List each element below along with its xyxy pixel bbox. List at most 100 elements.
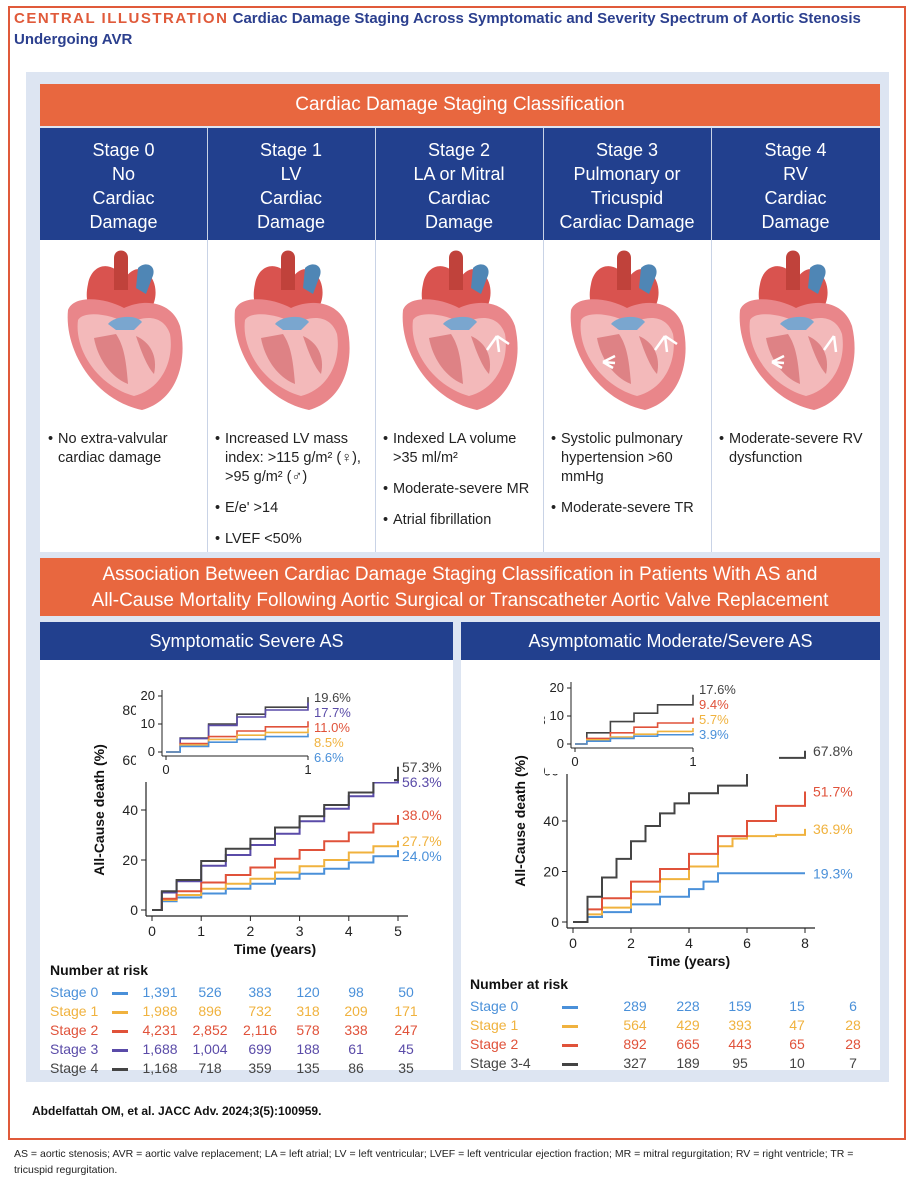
risk-cell: 228: [676, 998, 700, 1014]
inset-y-tick-label: 10: [550, 708, 564, 723]
series-line-stage-1: [573, 828, 806, 923]
inset-end-value-label: 6.6%: [314, 750, 344, 765]
risk-table-title: Number at risk: [50, 962, 149, 978]
stage-description-line: Tricuspid: [590, 188, 664, 208]
x-tick-label: 1: [197, 923, 205, 939]
inset-series-line: [575, 694, 694, 745]
series-line-stage-0: [573, 872, 805, 923]
stage-description-line: No: [111, 164, 135, 184]
stage-description-line: Cardiac: [92, 188, 155, 208]
series-line-stage-4: [152, 766, 399, 911]
risk-cell: 247: [394, 1022, 418, 1038]
symptomatic-chart-title: Symptomatic Severe AS: [40, 622, 453, 660]
risk-cell: 50: [398, 984, 414, 1000]
risk-cell: 443: [728, 1036, 752, 1052]
y-tick-label: 60: [122, 752, 138, 768]
inset-y-tick-label: 10: [141, 716, 155, 731]
inset-background: [545, 674, 779, 774]
stage-description-line: Damage: [256, 212, 326, 232]
risk-row-color-swatch: [112, 1011, 128, 1014]
stage-description-line: Pulmonary or: [573, 164, 681, 184]
risk-row-label: Stage 2: [470, 1036, 519, 1052]
stage-description-line: Cardiac Damage: [559, 212, 695, 232]
stage-2-body: Indexed LA volume >35 ml/m² Moderate-seve…: [375, 240, 543, 552]
risk-row-label: Stage 2: [50, 1022, 99, 1038]
stage-name: Stage 3: [595, 140, 659, 160]
risk-cell: 10: [789, 1055, 805, 1071]
stage-name: Stage 1: [259, 140, 323, 160]
inset-series-line: [575, 733, 694, 745]
risk-cell: 318: [296, 1003, 320, 1019]
x-tick-label: 0: [569, 935, 577, 951]
column-divider: [375, 128, 376, 552]
risk-cell: 188: [296, 1041, 320, 1057]
stage-name: Stage 2: [427, 140, 491, 160]
risk-cell: 665: [676, 1036, 700, 1052]
risk-row-color-swatch: [112, 1049, 128, 1052]
x-tick-label: 2: [627, 935, 635, 951]
risk-cell: 95: [732, 1055, 748, 1071]
risk-cell: 338: [344, 1022, 368, 1038]
end-value-label: 19.3%: [813, 865, 853, 881]
risk-cell: 28: [845, 1036, 861, 1052]
symptomatic-km-chart: 0 1 2 3 4 5 0 20 40 60 80 Time (years) All-Cause dea…: [91, 682, 442, 957]
stage-1-body: Increased LV mass index: >115 g/m² (♀), …: [207, 240, 375, 552]
end-value-label: 24.0%: [402, 848, 442, 864]
risk-row-label: Stage 1: [470, 1017, 519, 1033]
x-tick-label: 4: [685, 935, 693, 951]
end-value-label: 56.3%: [402, 774, 442, 790]
risk-cell: 1,168: [142, 1060, 178, 1076]
stage-description-line: Damage: [424, 212, 494, 232]
risk-cell: 732: [248, 1003, 272, 1019]
heart-illustration-icon: [67, 250, 183, 410]
risk-table-row: Stage 2 892 665 443 65 28: [470, 1036, 870, 1054]
y-axis-label: All-Cause death (%): [91, 744, 107, 875]
inset-y-tick-label: 0: [557, 736, 564, 751]
stage-criterion: Moderate-severe MR: [383, 480, 539, 499]
inset-x-tick-label: 0: [162, 762, 169, 777]
risk-cell: 2,852: [192, 1022, 228, 1038]
asymptomatic-chart-title: Asymptomatic Moderate/Severe AS: [461, 622, 880, 660]
central-illustration-label: CENTRAL ILLUSTRATION: [14, 10, 229, 27]
risk-cell: 47: [789, 1017, 805, 1033]
end-value-label: 38.0%: [402, 807, 442, 823]
inset-end-value-label: 17.7%: [314, 705, 351, 720]
stage-3-body: Systolic pulmonary hypertension >60 mmHg…: [543, 240, 711, 552]
risk-cell: 4,231: [142, 1022, 178, 1038]
end-value-label: 57.3%: [402, 759, 442, 775]
column-divider: [711, 128, 712, 552]
risk-cell: 578: [296, 1022, 320, 1038]
inset-y-tick-label: 20: [550, 680, 564, 695]
stage-1-header: Stage 1 LV Cardiac Damage: [207, 128, 375, 240]
inset-end-value-label: 9.4%: [699, 697, 729, 712]
risk-cell: 1,688: [142, 1041, 178, 1057]
risk-row-label: Stage 4: [50, 1060, 99, 1076]
risk-row-color-swatch: [562, 1006, 578, 1009]
risk-row-label: Stage 0: [470, 998, 519, 1014]
risk-cell: 65: [789, 1036, 805, 1052]
x-tick-label: 5: [394, 923, 402, 939]
association-title-line-2: All-Cause Mortality Following Aortic Sur…: [91, 590, 829, 611]
risk-cell: 429: [676, 1017, 700, 1033]
risk-cell: 327: [623, 1055, 647, 1071]
x-tick-label: 0: [148, 923, 156, 939]
asymptomatic-km-chart: 02468020406080Time (years)All-Cause deat…: [512, 674, 853, 969]
x-axis-label: Time (years): [234, 941, 316, 957]
risk-cell: 7: [849, 1055, 857, 1071]
stage-4-header: Stage 4 RV Cardiac Damage: [711, 128, 880, 240]
end-value-label: 27.7%: [402, 833, 442, 849]
classification-title: Cardiac Damage Staging Classification: [40, 84, 880, 126]
stage-criterion: Systolic pulmonary hypertension >60 mmHg: [551, 430, 707, 487]
risk-cell: 45: [398, 1041, 414, 1057]
stage-criteria-list: No extra-valvular cardiac damage: [48, 430, 203, 480]
risk-cell: 393: [728, 1017, 752, 1033]
risk-cell: 98: [348, 984, 364, 1000]
stage-name: Stage 4: [764, 140, 827, 160]
inset-x-tick-label: 0: [571, 754, 578, 769]
inset-y-tick-label: 0: [148, 744, 155, 759]
stage-criterion: Moderate-severe RV dysfunction: [719, 430, 876, 468]
inset-y-tick-label: 20: [141, 688, 155, 703]
inset-end-value-label: 19.6%: [314, 690, 351, 705]
stage-criterion: LVEF <50%: [215, 530, 371, 549]
series-line-stage-1: [152, 840, 399, 911]
